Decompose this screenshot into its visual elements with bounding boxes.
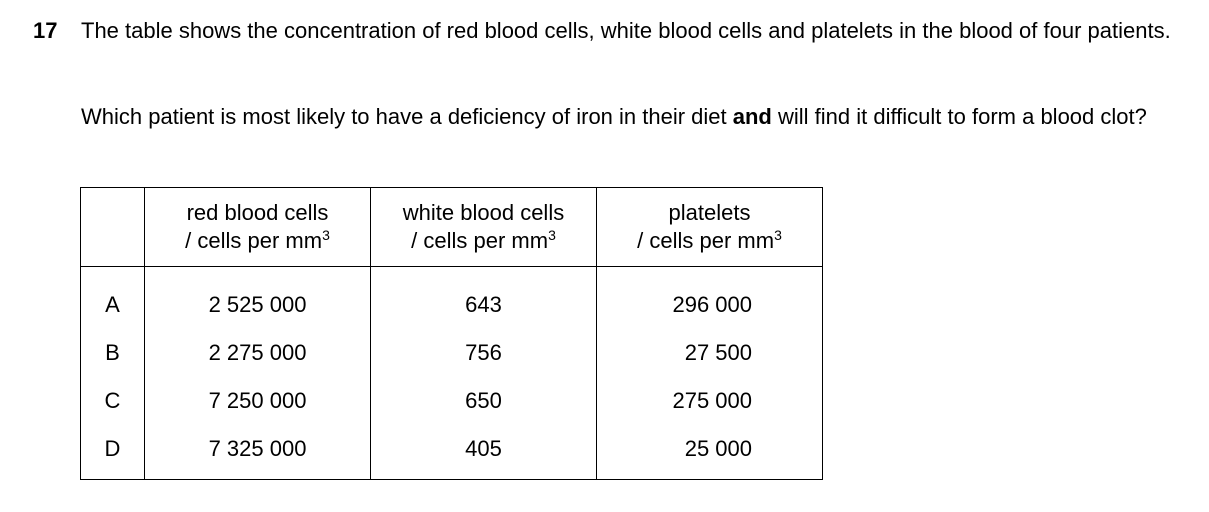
header-red-blood-cells: red blood cells / cells per mm3 [144, 187, 371, 267]
prompt-bold-word: and [732, 104, 772, 129]
header-unit-exponent: 3 [548, 227, 556, 243]
question-intro: The table shows the concentration of red… [81, 18, 1171, 43]
platelet-value: 25 000 [596, 425, 823, 480]
row-label: C [80, 377, 145, 425]
row-label: D [80, 425, 145, 480]
header-unit-exponent: 3 [322, 227, 330, 243]
header-platelets: platelets / cells per mm3 [596, 187, 823, 267]
table-row: A 2 525 000 643 296 000 [80, 266, 823, 329]
platelet-value: 27 500 [596, 329, 823, 377]
header-white-blood-cells: white blood cells / cells per mm3 [370, 187, 597, 267]
platelet-value: 296 000 [596, 266, 823, 329]
header-label: white blood cells [402, 200, 565, 225]
header-unit-exponent: 3 [774, 227, 782, 243]
white-cell-value: 643 [370, 266, 597, 329]
header-empty-cell [80, 187, 145, 267]
header-unit: / cells per mm [411, 228, 549, 253]
question-prompt: Which patient is most likely to have a d… [81, 102, 1181, 131]
red-cell-value: 7 325 000 [144, 425, 371, 480]
red-cell-value: 7 250 000 [144, 377, 371, 425]
header-unit: / cells per mm [185, 228, 323, 253]
row-label: A [80, 266, 145, 329]
header-unit: / cells per mm [637, 228, 775, 253]
red-cell-value: 2 275 000 [144, 329, 371, 377]
table-row: D 7 325 000 405 25 000 [80, 425, 823, 480]
prompt-text-end: will find it difficult to form a blood c… [771, 104, 1147, 129]
question-number: 17 [33, 18, 58, 43]
prompt-text-start: Which patient is most likely to have a d… [81, 104, 733, 129]
platelet-value: 275 000 [596, 377, 823, 425]
white-cell-value: 650 [370, 377, 597, 425]
table-header-row: red blood cells / cells per mm3 white bl… [80, 187, 823, 267]
white-cell-value: 756 [370, 329, 597, 377]
row-label: B [80, 329, 145, 377]
blood-cell-table: red blood cells / cells per mm3 white bl… [80, 187, 823, 480]
header-label: red blood cells [186, 200, 329, 225]
table-row: B 2 275 000 756 27 500 [80, 329, 823, 377]
white-cell-value: 405 [370, 425, 597, 480]
header-label: platelets [668, 200, 751, 225]
red-cell-value: 2 525 000 [144, 266, 371, 329]
table-row: C 7 250 000 650 275 000 [80, 377, 823, 425]
